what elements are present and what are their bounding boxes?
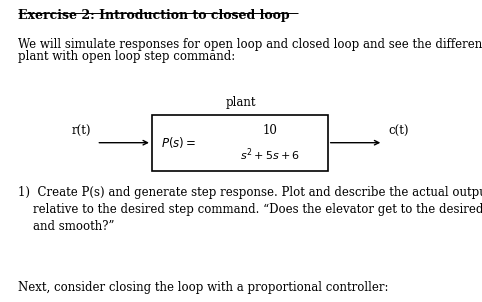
Text: and smooth?”: and smooth?” (18, 220, 115, 233)
Text: relative to the desired step command. “Does the elevator get to the desired floo: relative to the desired step command. “D… (18, 203, 482, 216)
Text: r(t): r(t) (72, 125, 92, 138)
Text: We will simulate responses for open loop and closed loop and see the differences: We will simulate responses for open loop… (18, 38, 482, 51)
FancyBboxPatch shape (152, 115, 328, 171)
Text: Exercise 2: Introduction to closed loop: Exercise 2: Introduction to closed loop (18, 9, 290, 22)
Text: Next, consider closing the loop with a proportional controller:: Next, consider closing the loop with a p… (18, 281, 389, 294)
Text: 10: 10 (263, 124, 277, 137)
Text: $P(s) =$: $P(s) =$ (161, 135, 196, 150)
Text: plant: plant (226, 96, 256, 109)
Text: c(t): c(t) (388, 125, 409, 138)
Text: 1)  Create P(s) and generate step response. Plot and describe the actual output : 1) Create P(s) and generate step respons… (18, 186, 482, 199)
Text: plant with open loop step command:: plant with open loop step command: (18, 50, 236, 63)
Text: $s^{2}+5s+6$: $s^{2}+5s+6$ (240, 146, 300, 163)
